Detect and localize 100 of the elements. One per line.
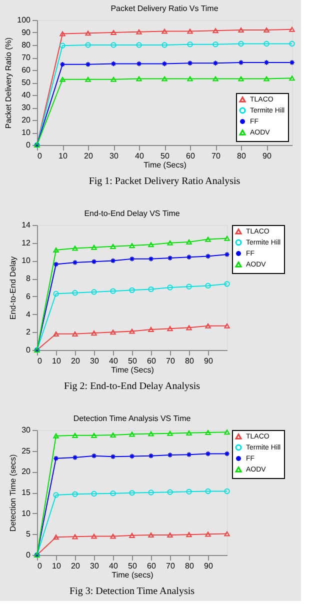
caption: Fig 2: End-to-End Delay Analysis (64, 381, 200, 392)
point (72, 534, 78, 540)
x-tick-label: 60 (186, 152, 196, 160)
point (162, 60, 168, 67)
point (186, 254, 192, 260)
point (264, 76, 270, 82)
point (186, 532, 192, 538)
x-tick-label: 60 (147, 562, 156, 570)
point (205, 488, 211, 494)
point (162, 76, 168, 82)
point (60, 62, 66, 68)
point (148, 326, 154, 332)
y-tick-label: 12 (22, 238, 32, 248)
y-tick-label: 4 (26, 310, 32, 319)
x-tick-label: 90 (204, 562, 214, 570)
point (136, 42, 142, 48)
point (60, 42, 66, 48)
point (129, 432, 135, 437)
point (129, 328, 135, 334)
point (186, 325, 192, 330)
y-tick-label: 0 (26, 346, 32, 354)
y-tick-label: 0 (26, 550, 32, 560)
point (238, 40, 244, 47)
chart-title: Packet Delivery Ratio Vs Time (110, 4, 219, 13)
x-tick-label: 20 (84, 152, 94, 160)
point (148, 256, 154, 262)
point (148, 532, 154, 538)
point (129, 287, 135, 294)
y-tick-label: 2 (26, 328, 32, 337)
point (72, 491, 78, 498)
point (53, 290, 59, 297)
x-tick-label: 20 (71, 562, 80, 570)
x-tick-label: 50 (160, 152, 170, 160)
point (72, 432, 78, 438)
point (167, 240, 173, 246)
point (110, 490, 116, 496)
y-tick-label: 50 (22, 78, 32, 87)
point (72, 454, 78, 460)
chart-title: Detection Time Analysis VS Time (73, 414, 192, 423)
y-tick-label: 30 (22, 103, 32, 112)
point (91, 258, 97, 264)
x-tick-label: 70 (166, 356, 176, 366)
point (72, 246, 78, 251)
point (110, 288, 116, 294)
point (85, 62, 91, 68)
y-tick-label: 90 (22, 28, 32, 37)
y-tick-label: 60 (22, 66, 32, 74)
x-tick-label: 50 (128, 356, 138, 366)
point (205, 450, 211, 457)
y-tick-label: 8 (26, 274, 32, 284)
point (136, 60, 142, 67)
point (53, 247, 59, 253)
point (110, 30, 116, 36)
point (205, 282, 211, 289)
y-tick-label: 10 (22, 508, 32, 518)
point (205, 532, 211, 537)
point (72, 260, 78, 266)
point (91, 534, 97, 539)
point (167, 255, 173, 261)
point (238, 27, 244, 33)
y-tick-label: 20 (22, 116, 32, 124)
point (91, 289, 97, 295)
point (167, 489, 173, 495)
x-tick-label: 30 (110, 152, 119, 160)
point (212, 60, 218, 66)
point (264, 27, 270, 33)
point (187, 76, 193, 82)
point (205, 323, 211, 328)
x-tick-label: 60 (147, 356, 156, 366)
x-tick-label: 90 (262, 152, 272, 160)
x-tick-label: 0 (38, 562, 42, 570)
point (148, 286, 154, 292)
point (167, 532, 173, 538)
point (72, 331, 78, 336)
point (162, 42, 168, 48)
point (224, 531, 230, 536)
point (224, 236, 230, 241)
y-tick-label: 30 (22, 426, 32, 434)
y-axis-title: Detection Time (secs) (8, 454, 18, 532)
point (205, 430, 211, 436)
x-tick-label: 40 (109, 356, 118, 366)
x-tick-label: 80 (237, 152, 246, 160)
caption: Fig 3: Detection Time Analysis (69, 586, 195, 597)
x-axis-title: Time (Secs) (144, 160, 187, 170)
x-axis-title: Time (secs) (112, 570, 154, 580)
y-tick-label: 20 (22, 467, 32, 476)
y-tick-label: 80 (22, 40, 32, 50)
point (187, 42, 193, 48)
point (110, 60, 116, 67)
point (129, 532, 135, 538)
point (238, 76, 244, 82)
point (129, 256, 135, 262)
point (264, 40, 270, 47)
point (289, 76, 295, 81)
point (186, 239, 192, 244)
x-tick-label: 70 (166, 562, 176, 570)
x-tick-label: 10 (52, 356, 62, 366)
point (110, 534, 116, 539)
point (167, 326, 173, 332)
x-axis-title: Time (Secs) (111, 366, 154, 374)
